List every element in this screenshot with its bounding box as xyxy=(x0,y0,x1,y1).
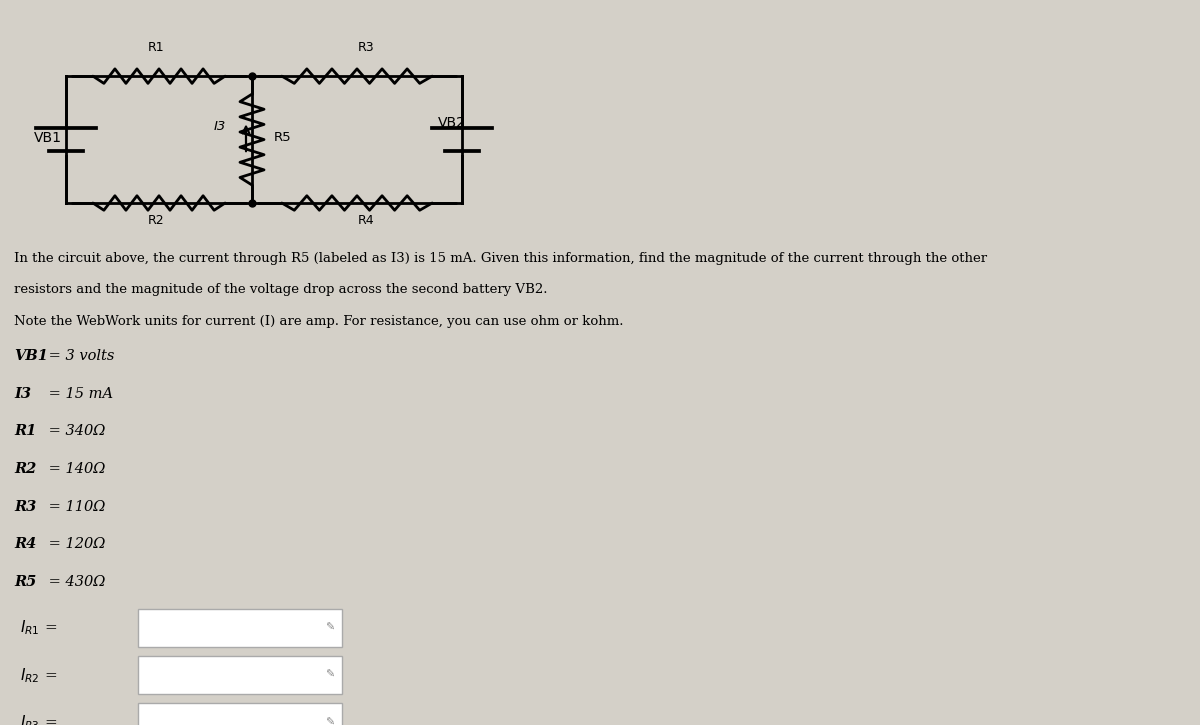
FancyBboxPatch shape xyxy=(138,609,342,647)
Text: VB1: VB1 xyxy=(14,349,48,363)
Text: = 3 volts: = 3 volts xyxy=(44,349,115,363)
Text: R1: R1 xyxy=(148,41,164,54)
Text: In the circuit above, the current through R5 (labeled as I3) is 15 mA. Given thi: In the circuit above, the current throug… xyxy=(14,252,988,265)
Text: I3: I3 xyxy=(14,386,31,401)
Text: R3: R3 xyxy=(14,500,37,514)
Text: $I_{R1}$ =: $I_{R1}$ = xyxy=(20,618,58,637)
Text: resistors and the magnitude of the voltage drop across the second battery VB2.: resistors and the magnitude of the volta… xyxy=(14,283,548,297)
Text: = 430Ω: = 430Ω xyxy=(44,575,106,589)
Text: = 15 mA: = 15 mA xyxy=(44,386,114,401)
Text: Note the WebWork units for current (I) are amp. For resistance, you can use ohm : Note the WebWork units for current (I) a… xyxy=(14,315,624,328)
Text: R2: R2 xyxy=(148,214,164,227)
FancyBboxPatch shape xyxy=(138,703,342,725)
Text: R2: R2 xyxy=(14,462,37,476)
Text: R3: R3 xyxy=(358,41,374,54)
Text: = 340Ω: = 340Ω xyxy=(44,424,106,439)
Text: R4: R4 xyxy=(14,537,37,552)
Text: VB2: VB2 xyxy=(438,116,466,130)
Text: = 120Ω: = 120Ω xyxy=(44,537,106,552)
Text: VB1: VB1 xyxy=(34,130,61,145)
Text: = 140Ω: = 140Ω xyxy=(44,462,106,476)
Text: R5: R5 xyxy=(274,131,292,144)
Text: $I_{R2}$ =: $I_{R2}$ = xyxy=(20,666,58,684)
Text: R1: R1 xyxy=(14,424,37,439)
Text: ✎: ✎ xyxy=(325,623,335,633)
Text: R4: R4 xyxy=(358,214,374,227)
Text: $I_{R3}$ =: $I_{R3}$ = xyxy=(20,713,58,725)
Text: = 110Ω: = 110Ω xyxy=(44,500,106,514)
Text: ✎: ✎ xyxy=(325,670,335,680)
Text: R5: R5 xyxy=(14,575,37,589)
Text: I3: I3 xyxy=(214,120,226,133)
FancyBboxPatch shape xyxy=(138,656,342,694)
Text: ✎: ✎ xyxy=(325,717,335,725)
